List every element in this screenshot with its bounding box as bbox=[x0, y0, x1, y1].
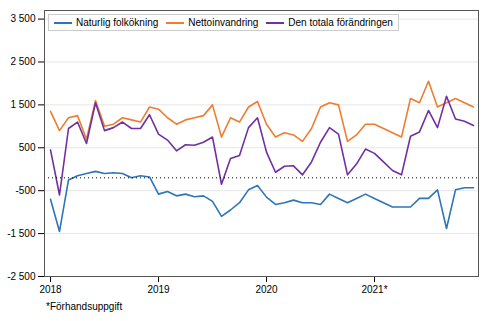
svg-text:2018: 2018 bbox=[39, 284, 62, 295]
svg-text:-1 500: -1 500 bbox=[7, 228, 36, 239]
svg-text:1 500: 1 500 bbox=[10, 99, 35, 110]
svg-text:2019: 2019 bbox=[147, 284, 170, 295]
svg-text:3 500: 3 500 bbox=[10, 13, 35, 24]
html-text:*Förhandsuppgift: *Förhandsuppgift bbox=[46, 301, 123, 312]
html-text:Den totala förändringen: Den totala förändringen bbox=[288, 17, 393, 28]
svg-text:2021*: 2021* bbox=[361, 284, 387, 295]
svg-text:2 500: 2 500 bbox=[10, 56, 35, 67]
html-text:Nettoinvandring: Nettoinvandring bbox=[188, 17, 259, 28]
html-text:Naturlig folkökning: Naturlig folkökning bbox=[76, 17, 159, 28]
svg-text:500: 500 bbox=[19, 142, 36, 153]
svg-text:-500: -500 bbox=[15, 185, 35, 196]
svg-text:2020: 2020 bbox=[255, 284, 278, 295]
svg-text:-2 500: -2 500 bbox=[7, 271, 36, 282]
